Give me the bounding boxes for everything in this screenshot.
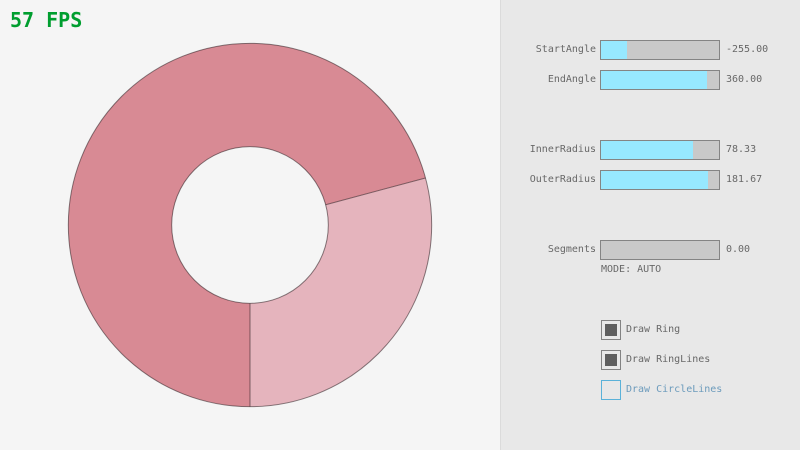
- ring-sector-double-pass-overlap: [68, 43, 426, 407]
- draw-ring-checkbox[interactable]: [601, 320, 621, 340]
- slider-row-startangle: StartAngle -255.00: [501, 40, 800, 60]
- slider-row-innerradius: InnerRadius 78.33: [501, 140, 800, 160]
- slider-row-outerradius: OuterRadius 181.67: [501, 170, 800, 190]
- innerradius-slider[interactable]: [600, 140, 720, 160]
- startangle-value: -255.00: [726, 44, 769, 55]
- startangle-label: StartAngle: [535, 44, 596, 55]
- checkbox-row-draw-ring: Draw Ring: [601, 320, 680, 340]
- endangle-label: EndAngle: [547, 74, 596, 85]
- innerradius-slider-fill: [601, 141, 694, 159]
- segments-slider[interactable]: [600, 240, 720, 260]
- innerradius-value: 78.33: [726, 144, 757, 155]
- startangle-slider-fill: [601, 41, 627, 59]
- draw-ringlines-label: Draw RingLines: [626, 354, 711, 365]
- segments-mode-text: MODE: AUTO: [601, 264, 662, 275]
- draw-circlelines-label: Draw CircleLines: [626, 384, 723, 395]
- ring-sector-single-pass: [250, 177, 432, 407]
- draw-ring-label: Draw Ring: [626, 324, 681, 335]
- outerradius-value: 181.67: [726, 174, 763, 185]
- fps-counter: 57 FPS: [10, 8, 83, 32]
- outerradius-slider-fill: [601, 171, 709, 189]
- checkbox-row-draw-ringlines: Draw RingLines: [601, 350, 710, 370]
- innerradius-label: InnerRadius: [529, 144, 596, 155]
- startangle-slider[interactable]: [600, 40, 720, 60]
- draw-ringlines-checkbox[interactable]: [601, 350, 621, 370]
- segments-value: 0.00: [726, 244, 751, 255]
- slider-row-endangle: EndAngle 360.00: [501, 70, 800, 90]
- ring-inner-outline: [171, 146, 329, 304]
- endangle-value: 360.00: [726, 74, 763, 85]
- endangle-slider[interactable]: [600, 70, 720, 90]
- outerradius-slider[interactable]: [600, 170, 720, 190]
- slider-row-segments: Segments 0.00: [501, 240, 800, 260]
- endangle-slider-fill: [601, 71, 708, 89]
- controls-panel: StartAngle -255.00 EndAngle 360.00 Inner…: [500, 0, 800, 450]
- checkbox-row-draw-circlelines: Draw CircleLines: [601, 380, 722, 400]
- ring-radial-line: [325, 177, 426, 206]
- outerradius-label: OuterRadius: [529, 174, 596, 185]
- segments-label: Segments: [547, 244, 596, 255]
- draw-circlelines-checkbox[interactable]: [601, 380, 621, 400]
